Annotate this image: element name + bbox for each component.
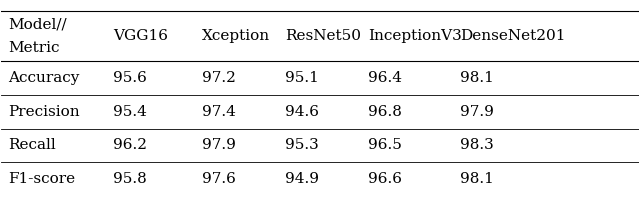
Text: 97.6: 97.6	[202, 172, 236, 186]
Text: 96.2: 96.2	[113, 138, 147, 152]
Text: Precision: Precision	[8, 105, 79, 119]
Text: DenseNet201: DenseNet201	[460, 29, 566, 43]
Text: 94.9: 94.9	[285, 172, 319, 186]
Text: Recall: Recall	[8, 138, 56, 152]
Text: InceptionV3: InceptionV3	[368, 29, 461, 43]
Text: 95.8: 95.8	[113, 172, 147, 186]
Text: Accuracy: Accuracy	[8, 71, 79, 85]
Text: 97.9: 97.9	[202, 138, 236, 152]
Text: 98.3: 98.3	[460, 138, 494, 152]
Text: 97.9: 97.9	[460, 105, 494, 119]
Text: 96.6: 96.6	[368, 172, 402, 186]
Text: 95.4: 95.4	[113, 105, 147, 119]
Text: ResNet50: ResNet50	[285, 29, 361, 43]
Text: 96.8: 96.8	[368, 105, 402, 119]
Text: 94.6: 94.6	[285, 105, 319, 119]
Text: 97.4: 97.4	[202, 105, 236, 119]
Text: Model//: Model//	[8, 18, 67, 32]
Text: Metric: Metric	[8, 41, 60, 55]
Text: Xception: Xception	[202, 29, 270, 43]
Text: 95.6: 95.6	[113, 71, 147, 85]
Text: F1-score: F1-score	[8, 172, 75, 186]
Text: 98.1: 98.1	[460, 172, 494, 186]
Text: 95.1: 95.1	[285, 71, 319, 85]
Text: 98.1: 98.1	[460, 71, 494, 85]
Text: 95.3: 95.3	[285, 138, 319, 152]
Text: VGG16: VGG16	[113, 29, 168, 43]
Text: 97.2: 97.2	[202, 71, 236, 85]
Text: 96.5: 96.5	[368, 138, 402, 152]
Text: 96.4: 96.4	[368, 71, 402, 85]
